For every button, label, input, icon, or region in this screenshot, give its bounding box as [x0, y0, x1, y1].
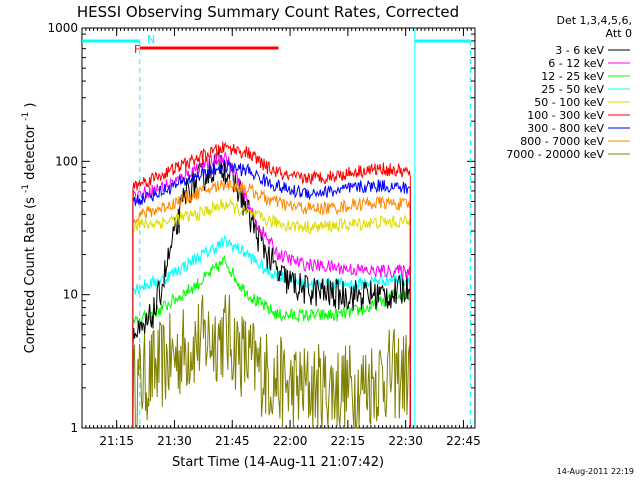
legend-label: 100 - 300 keV	[527, 109, 604, 122]
series-line-7	[132, 178, 411, 428]
series-line-0	[132, 148, 411, 428]
legend-header-1: Det 1,3,4,5,6,	[556, 14, 632, 27]
y-tick-label: 10	[63, 288, 78, 302]
x-tick-label: 21:15	[99, 434, 134, 448]
y-label-part-3: )	[23, 103, 38, 108]
legend-label: 50 - 100 keV	[534, 96, 604, 109]
tick-labels: 21:15 21:30 21:45 22:00 22:15 22:30 22:45 1 10 10…	[47, 21, 480, 448]
series-line-6	[132, 159, 411, 428]
legend-label: 300 - 800 keV	[527, 122, 604, 135]
series-line-3	[132, 235, 411, 428]
series-lines	[132, 141, 411, 429]
y-tick-label: 100	[55, 154, 78, 168]
series-line-2	[132, 254, 411, 428]
y-tick-label: 1000	[47, 21, 78, 35]
x-tick-label: 21:30	[157, 434, 192, 448]
night-markers	[82, 28, 471, 428]
legend-label: 800 - 7000 keV	[520, 135, 604, 148]
y-axis-label: Corrected Count Rate (s -1 detector -1 )	[17, 103, 38, 354]
timestamp: 14-Aug-2011 22:19	[557, 467, 634, 476]
legend-label: 3 - 6 keV	[555, 44, 604, 57]
y-label-sup-1: -1	[21, 184, 31, 193]
y-tick-label: 1	[70, 421, 78, 435]
series-line-8	[132, 294, 411, 429]
chart-title: HESSI Observing Summary Count Rates, Cor…	[77, 3, 459, 21]
y-axis-label-group: Corrected Count Rate (s -1 detector -1 )	[17, 103, 38, 354]
series-line-4	[132, 197, 411, 428]
x-tick-label: 22:30	[388, 434, 423, 448]
attenuator-n-label: N	[147, 33, 155, 46]
axes-ticks	[81, 27, 476, 429]
legend-label: 25 - 50 keV	[541, 83, 604, 96]
flag-f-label: F	[134, 43, 140, 56]
legend-label: 12 - 25 keV	[541, 70, 604, 83]
legend-label: 7000 - 20000 keV	[506, 148, 604, 161]
y-label-part-1: Corrected Count Rate (s	[23, 197, 38, 354]
x-tick-label: 22:15	[331, 434, 366, 448]
x-axis-label: Start Time (14-Aug-11 21:07:42)	[172, 455, 384, 470]
x-tick-label: 21:45	[215, 434, 250, 448]
x-tick-label: 22:45	[446, 434, 481, 448]
legend-header-2: Att 0	[606, 27, 632, 40]
legend-label: 6 - 12 keV	[548, 57, 604, 70]
x-tick-label: 22:00	[273, 434, 308, 448]
series-line-5	[132, 141, 411, 428]
y-label-sup-2: -1	[21, 112, 31, 121]
y-label-part-2: detector	[23, 124, 38, 180]
series-line-1	[132, 152, 411, 428]
